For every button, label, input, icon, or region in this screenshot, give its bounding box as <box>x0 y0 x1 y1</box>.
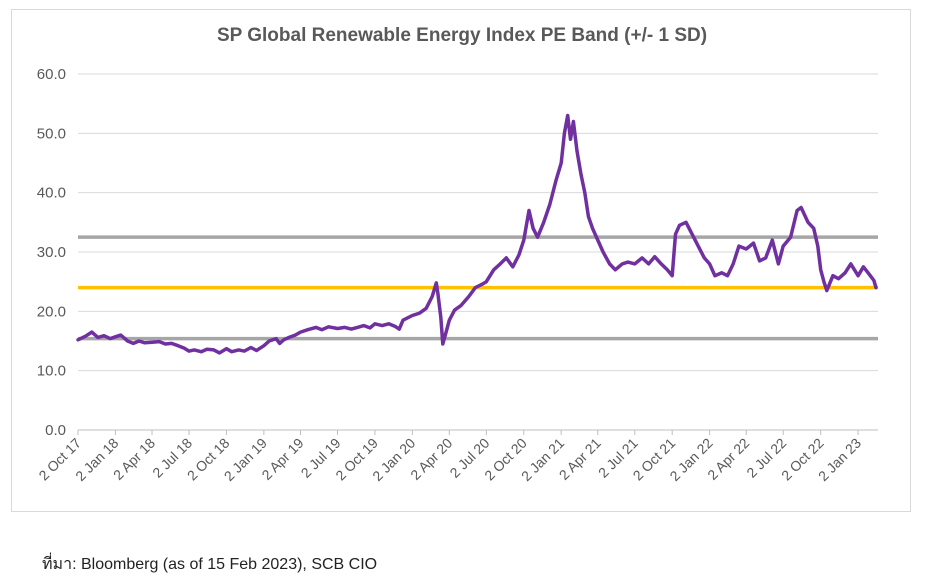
pe-series-line <box>76 113 878 355</box>
y-tick-label: 0.0 <box>45 422 66 439</box>
y-tick-label: 10.0 <box>37 363 66 380</box>
y-tick-label: 50.0 <box>37 125 66 142</box>
y-tick-label: 40.0 <box>37 185 66 202</box>
x-tick-label: 2 Apr 20 <box>407 435 455 483</box>
y-tick-label: 60.0 <box>37 66 66 83</box>
chart-title: SP Global Renewable Energy Index PE Band… <box>216 25 708 46</box>
chart-plot-area: 0.010.020.030.040.050.060.02 Oct 172 Jan… <box>35 66 878 484</box>
y-tick-label: 30.0 <box>37 244 66 261</box>
chart-frame: SP Global Renewable Energy Index PE Band… <box>11 9 911 512</box>
source-note: ที่มา: Bloomberg (as of 15 Feb 2023), SC… <box>42 556 378 573</box>
y-tick-label: 20.0 <box>37 303 66 320</box>
